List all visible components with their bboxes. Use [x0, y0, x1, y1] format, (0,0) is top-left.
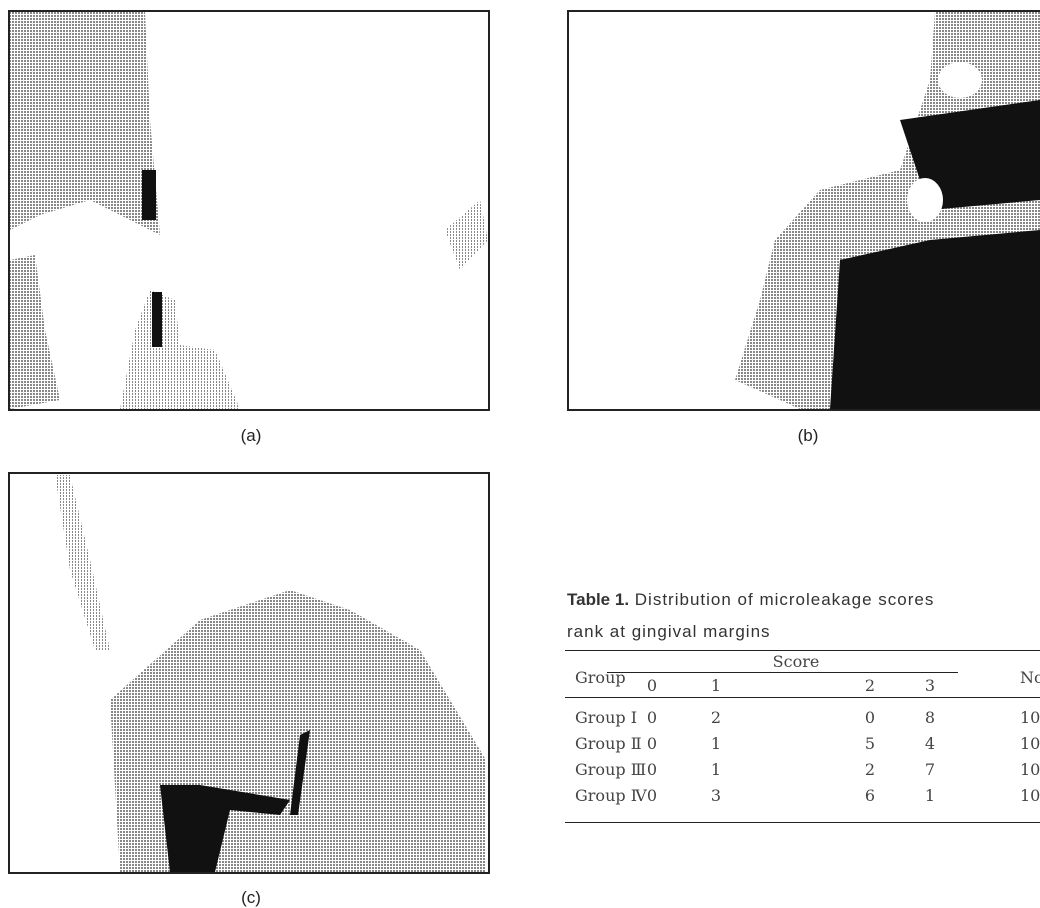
cell: 0 — [647, 786, 657, 805]
figure-images — [0, 0, 1040, 907]
cell: 3 — [711, 786, 721, 805]
cell: 1 — [925, 786, 935, 805]
score-column: 1 — [711, 676, 721, 695]
cell: 7 — [925, 760, 935, 779]
cell: 0 — [647, 708, 657, 727]
table-rule — [565, 650, 1040, 651]
table-caption-line: rank at gingival margins — [567, 622, 771, 642]
cell: 5 — [865, 734, 875, 753]
image-a — [9, 11, 489, 410]
header-total: No — [1020, 668, 1040, 687]
table-rule — [565, 697, 1040, 698]
score-column: 2 — [865, 676, 875, 695]
figure-caption: (c) — [241, 888, 261, 908]
cell: 6 — [865, 786, 875, 805]
header-group: Group — [575, 668, 626, 687]
image-c — [9, 473, 489, 873]
group-name: Group Ⅲ — [575, 760, 646, 779]
image-b — [568, 11, 1040, 410]
cell: 1 — [711, 734, 721, 753]
table-label: Table 1. — [567, 590, 629, 609]
cell: 10 — [1020, 760, 1040, 779]
cell: 8 — [925, 708, 935, 727]
page: (a) (b) (c) Table 1. Distribution of mic… — [0, 0, 1040, 907]
cell: 4 — [925, 734, 935, 753]
cell: 0 — [865, 708, 875, 727]
figure-caption: (a) — [241, 426, 262, 446]
cell: 10 — [1020, 708, 1040, 727]
cell: 10 — [1020, 734, 1040, 753]
table-caption: Table 1. Distribution of microleakage sc… — [567, 590, 934, 610]
group-name: Group Ⅳ — [575, 786, 647, 805]
score-rule — [607, 672, 958, 673]
score-column: 0 — [647, 676, 657, 695]
score-column: 3 — [925, 676, 935, 695]
group-name: Group Ⅰ — [575, 708, 637, 727]
cell: 2 — [865, 760, 875, 779]
cell: 1 — [711, 760, 721, 779]
table-rule — [565, 822, 1040, 823]
table-caption-text: Distribution of microleakage scores — [635, 590, 935, 609]
figure-caption: (b) — [798, 426, 819, 446]
group-name: Group Ⅱ — [575, 734, 642, 753]
cell: 0 — [647, 734, 657, 753]
header-score: Score — [773, 652, 820, 671]
cell: 10 — [1020, 786, 1040, 805]
cell: 0 — [647, 760, 657, 779]
cell: 2 — [711, 708, 721, 727]
